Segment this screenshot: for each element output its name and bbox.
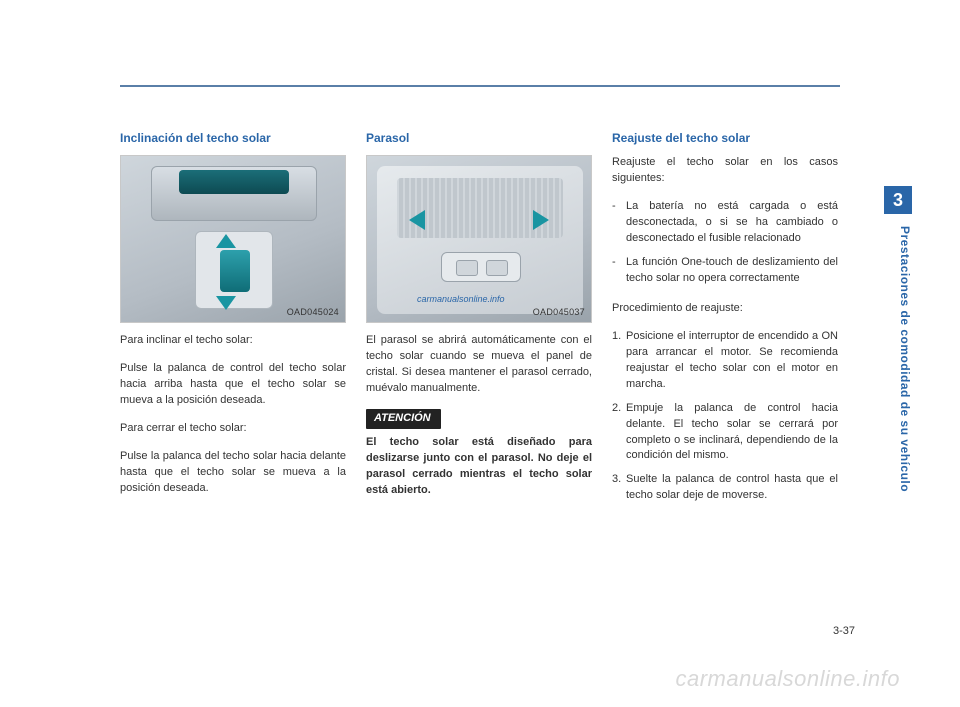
column-1: Inclinación del techo solar OAD045024 Pa… — [120, 130, 346, 512]
arrow-right-icon — [533, 210, 549, 230]
bullet-text: La función One-touch de deslizamiento de… — [626, 255, 838, 287]
console-button-1 — [456, 260, 478, 276]
column-2: Parasol OAD045037 carmanualsonline.info … — [366, 130, 592, 512]
dash-marker: - — [612, 199, 626, 247]
step-text: Posicione el interruptor de encendido a … — [626, 329, 838, 393]
illustration-glass — [179, 170, 289, 194]
col3-p2: Procedimiento de reajuste: — [612, 301, 838, 317]
step-1: 1. Posicione el interruptor de encendido… — [612, 329, 838, 393]
illustration-switch-button — [220, 250, 250, 292]
step-number: 1. — [612, 329, 626, 393]
bullet-item-1: - La batería no está cargada o está desc… — [612, 199, 838, 247]
notice-label: ATENCIÓN — [366, 409, 441, 429]
notice-text: El techo solar está diseñado para desliz… — [366, 435, 592, 499]
column-3: Reajuste del techo solar Reajuste el tec… — [612, 130, 838, 512]
figure-caption: OAD045037 — [533, 306, 585, 319]
arrow-up-icon — [216, 234, 236, 248]
arrow-down-icon — [216, 296, 236, 310]
section-side-label: Prestaciones de comodidad de su vehículo — [884, 226, 912, 626]
arrow-left-icon — [409, 210, 425, 230]
figure-sunshade: OAD045037 carmanualsonline.info — [366, 155, 592, 323]
page-number: 3-37 — [833, 625, 855, 637]
bullet-item-2: - La función One-touch de deslizamiento … — [612, 255, 838, 287]
col2-p1: El parasol se abrirá automática­mente co… — [366, 333, 592, 397]
col3-p1: Reajuste el techo solar en los casos sig… — [612, 155, 838, 187]
bullet-text: La batería no está cargada o está descon… — [626, 199, 838, 247]
figure-caption: OAD045024 — [287, 306, 339, 319]
col2-heading: Parasol — [366, 130, 592, 147]
step-3: 3. Suelte la palanca de control hasta qu… — [612, 472, 838, 504]
footer-watermark: carmanualsonline.info — [675, 666, 900, 692]
content-area: Inclinación del techo solar OAD045024 Pa… — [120, 130, 840, 512]
col1-p4: Pulse la palanca del techo solar hacia d… — [120, 449, 346, 497]
console-button-2 — [486, 260, 508, 276]
col3-heading: Reajuste del techo solar — [612, 130, 838, 147]
dash-marker: - — [612, 255, 626, 287]
step-text: Suelte la palanca de control hasta que e… — [626, 472, 838, 504]
col1-p2: Pulse la palanca de control del techo so… — [120, 361, 346, 409]
step-2: 2. Empuje la palanca de control hacia de… — [612, 401, 838, 465]
section-tab: 3 — [884, 186, 912, 214]
col1-p3: Para cerrar el techo solar: — [120, 421, 346, 437]
figure-tilt-sunroof: OAD045024 — [120, 155, 346, 323]
step-text: Empuje la palanca de control hacia delan… — [626, 401, 838, 465]
top-rule — [120, 85, 840, 87]
step-number: 3. — [612, 472, 626, 504]
figure-watermark: carmanualsonline.info — [417, 293, 505, 306]
col1-p1: Para inclinar el techo solar: — [120, 333, 346, 349]
illustration-console — [441, 252, 521, 282]
col1-heading: Inclinación del techo solar — [120, 130, 346, 147]
step-number: 2. — [612, 401, 626, 465]
